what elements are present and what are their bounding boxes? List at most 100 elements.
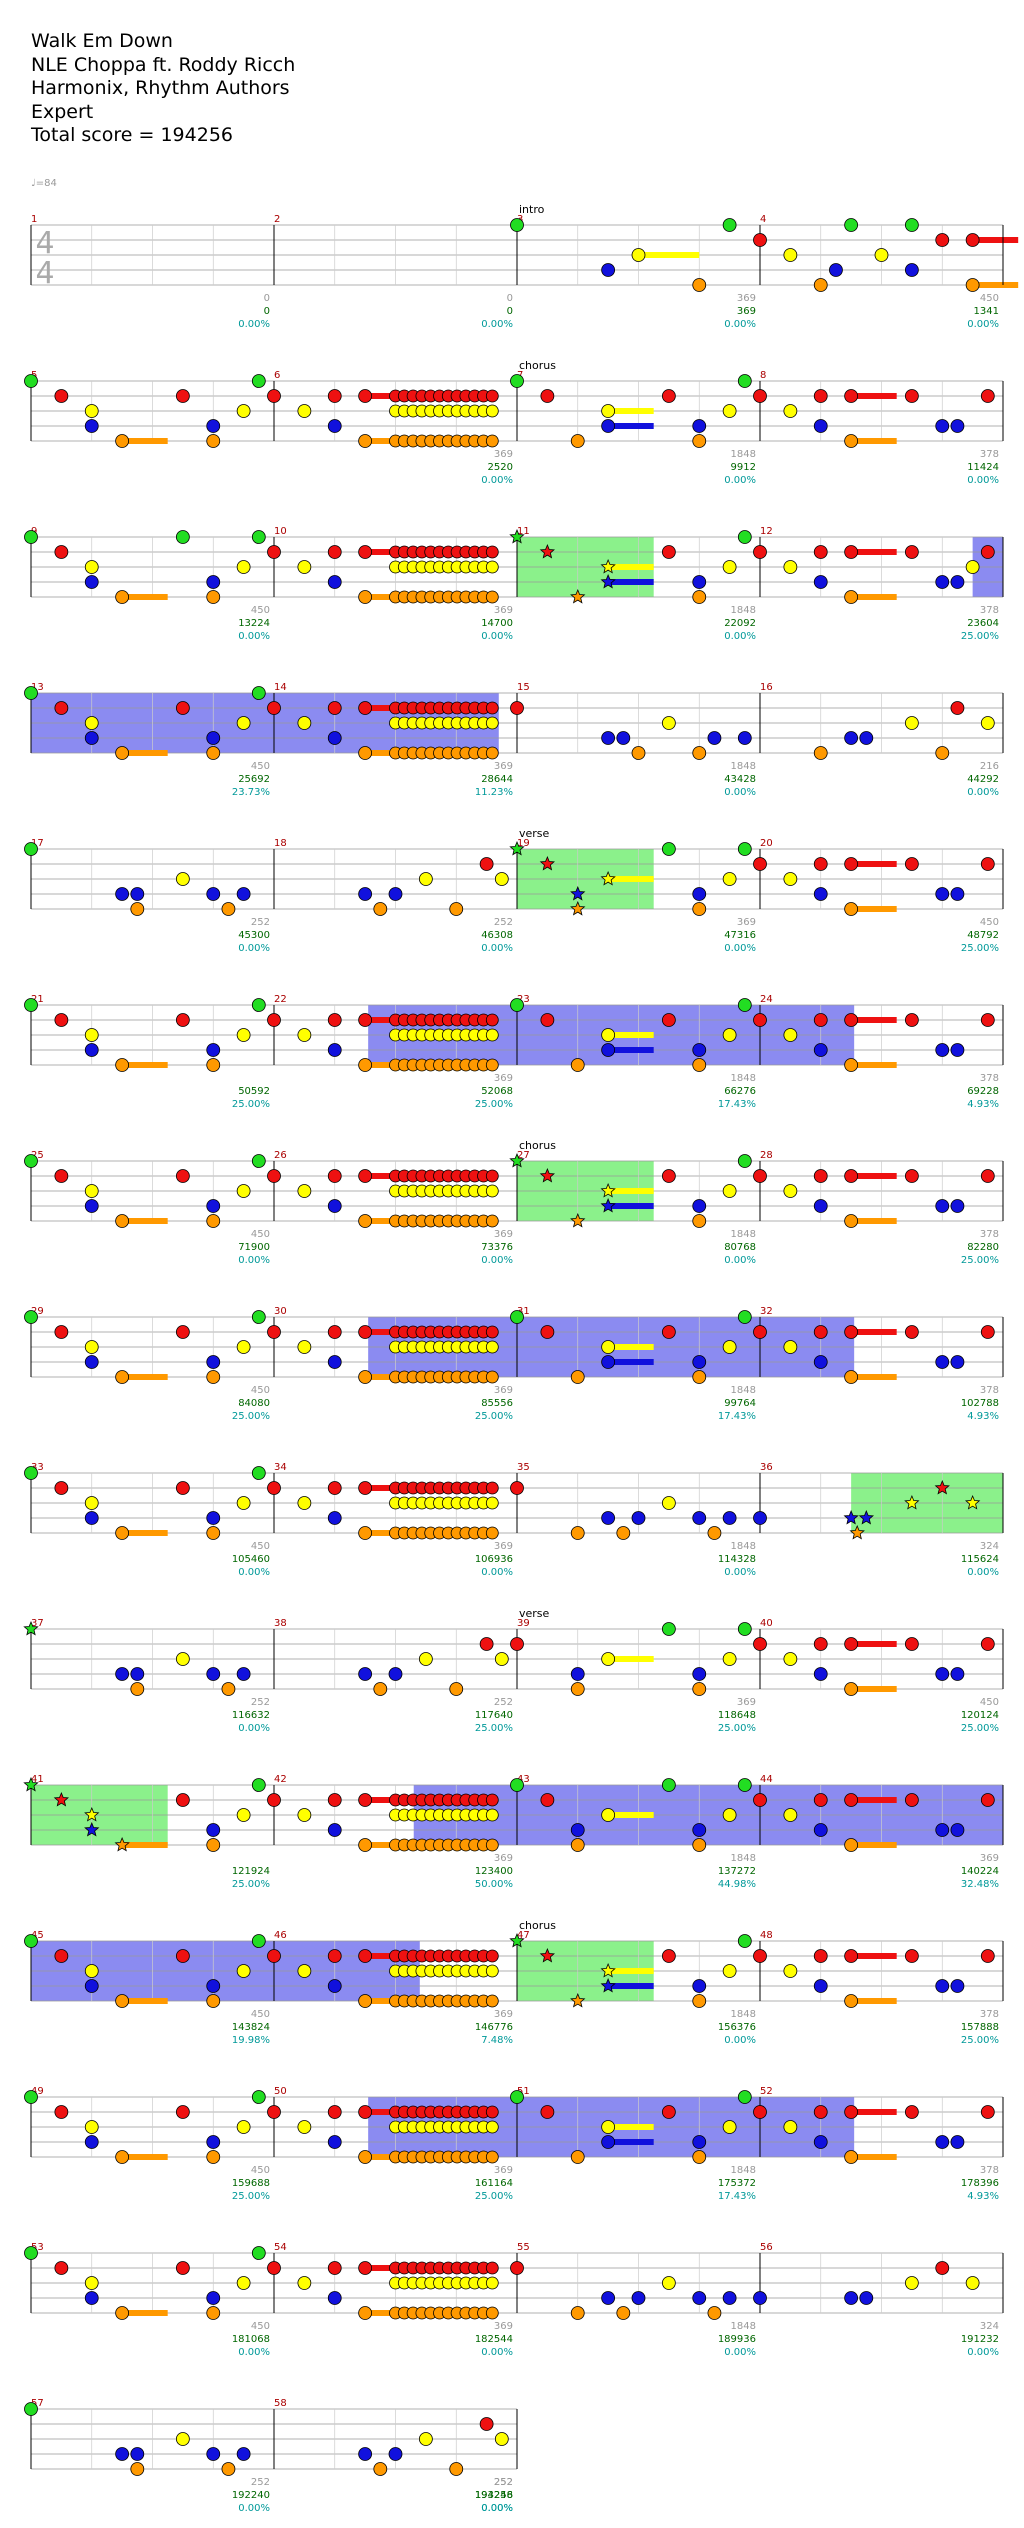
measure-percent: 19.98% (232, 2035, 270, 2046)
roll-note-o (485, 746, 499, 760)
measure: 42 369 123400 50.00% (267, 1774, 517, 1890)
measure-score: 181068 (232, 2334, 270, 2345)
roll-note-y (485, 404, 499, 418)
note (722, 2291, 737, 2305)
note (904, 1325, 919, 1339)
note (570, 1526, 585, 1540)
measure-percent: 25.00% (475, 2191, 513, 2202)
note (358, 1949, 373, 1963)
note (753, 2105, 767, 2119)
measure-streak: 369 (494, 2321, 513, 2332)
note (418, 872, 433, 886)
note (813, 545, 828, 559)
measure: 8 378 11424 0.00% (753, 370, 1003, 486)
time-signature-bottom: 4 (35, 256, 54, 291)
roll-note-y (485, 716, 499, 730)
note (479, 1637, 494, 1651)
sustain-tail (851, 1641, 897, 1647)
measure: 22 369 52068 25.00% (267, 994, 517, 1110)
measure-streak: 450 (980, 1697, 999, 1708)
note (115, 1667, 130, 1681)
measure-percent: 0.00% (967, 475, 999, 486)
measure-percent: 0.00% (481, 1567, 513, 1578)
measure-percent: 0.00% (724, 943, 756, 954)
note (844, 2150, 859, 2164)
measure-number: 23 (517, 994, 530, 1005)
measure: 49 450 159688 25.00% (24, 2086, 274, 2202)
note (737, 998, 752, 1012)
note (297, 1808, 312, 1822)
roll-note-r (485, 1481, 499, 1495)
roll-note-r (485, 1169, 499, 1183)
measure-score: 102788 (961, 1398, 999, 1409)
measure-streak: 1848 (731, 2009, 756, 2020)
roll-note-y (485, 1184, 499, 1198)
song-title: Walk Em Down (31, 30, 173, 52)
measure: 19 369 47316 0.00% (509, 838, 760, 954)
sustain-tail (608, 1188, 654, 1194)
note (813, 1013, 828, 1027)
measure-score: 118648 (718, 1710, 756, 1721)
roll-note-y (485, 2120, 499, 2134)
star-note (509, 1932, 525, 1948)
measure-score: 161164 (475, 2178, 513, 2189)
note (54, 701, 69, 715)
note (722, 218, 737, 232)
star-note (600, 573, 616, 589)
note (115, 1526, 130, 1540)
note (783, 1652, 798, 1666)
note (494, 872, 509, 886)
note (358, 2150, 373, 2164)
note (206, 1199, 221, 1213)
star-note (600, 1962, 616, 1978)
chart-author: Harmonix, Rhythm Authors (31, 77, 290, 99)
note (540, 1793, 555, 1807)
sustain-tail (851, 1842, 897, 1848)
note (783, 1028, 798, 1042)
sustain-tail (365, 594, 396, 600)
note (327, 2261, 342, 2275)
star-note (114, 1836, 130, 1852)
measure-score: 175372 (718, 2178, 756, 2189)
measure-streak: 1848 (731, 1073, 756, 1084)
note (661, 1949, 676, 1963)
note (707, 1526, 722, 1540)
measure-number: 31 (517, 1306, 530, 1317)
measure-number: 42 (274, 1774, 287, 1785)
note (327, 1793, 342, 1807)
roll-note-r (485, 1013, 499, 1027)
note (54, 1481, 69, 1495)
measure-streak: 450 (251, 2009, 270, 2020)
measure-score: 99764 (724, 1398, 756, 1409)
note (753, 389, 767, 403)
measure-streak: 450 (980, 293, 999, 304)
sustain-tail (365, 1842, 396, 1848)
note (115, 2447, 130, 2461)
note (206, 1214, 221, 1228)
sustain-tail (365, 750, 396, 756)
measure-number: 46 (274, 1930, 287, 1941)
note (980, 545, 995, 559)
sustain-tail (365, 705, 396, 711)
note (707, 731, 722, 745)
roll-note-y (485, 1964, 499, 1978)
note (601, 263, 616, 277)
note (175, 1652, 190, 1666)
star-note (570, 1212, 586, 1228)
note (844, 1682, 859, 1696)
measure-percent: 0.00% (724, 787, 756, 798)
note (84, 1043, 99, 1057)
measure-percent: 0.00% (238, 1567, 270, 1578)
note (84, 404, 99, 418)
note (206, 1355, 221, 1369)
sustain-tail (608, 1344, 654, 1350)
note (829, 263, 843, 277)
note (844, 1793, 859, 1807)
note (510, 1778, 524, 1792)
note (84, 1355, 99, 1369)
measure-streak: 252 (251, 1697, 270, 1708)
sustain-tail (851, 906, 897, 912)
measure-score: 117640 (475, 1710, 513, 1721)
measure-percent: 0.00% (238, 1255, 270, 1266)
note (950, 887, 965, 901)
